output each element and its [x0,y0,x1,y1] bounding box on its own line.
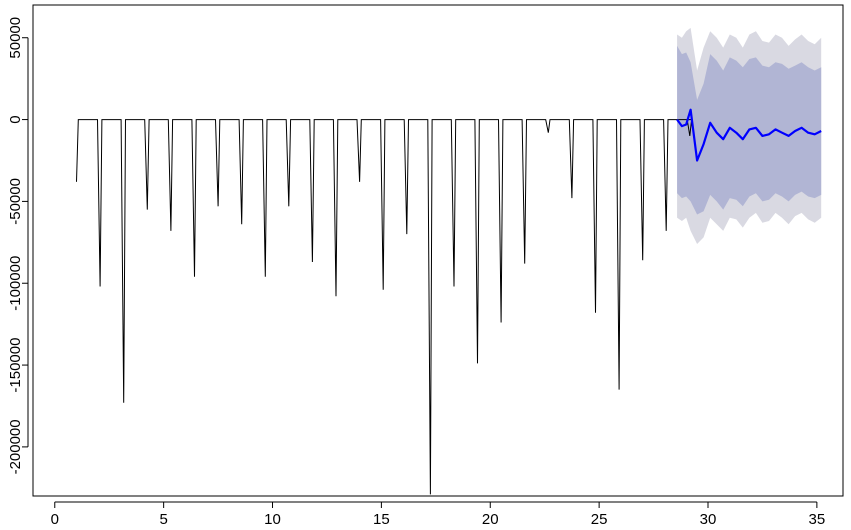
y-tick-label: -150000 [7,338,24,393]
y-tick-label: 0 [7,115,24,123]
x-tick-label: 30 [700,511,717,528]
y-tick-label: 50000 [7,17,24,59]
x-tick-label: 35 [809,511,826,528]
x-tick-label: 0 [51,511,59,528]
y-tick-label: -50000 [7,178,24,225]
data-series [76,108,822,495]
y-axis: 50000 0 -50000 -100000 -150000 -200000 [7,17,29,474]
confidence-bands [677,27,822,245]
history-line [76,119,693,495]
x-tick-label: 25 [591,511,608,528]
x-tick-label: 10 [264,511,281,528]
x-tick-label: 5 [159,511,167,528]
y-tick-label: -100000 [7,256,24,311]
y-tick-label: -200000 [7,419,24,474]
forecast-line [676,108,822,162]
x-axis: 0 5 10 15 20 25 30 35 [51,501,826,528]
x-tick-label: 15 [373,511,390,528]
x-tick-label: 20 [482,511,499,528]
plot-frame [32,4,844,497]
